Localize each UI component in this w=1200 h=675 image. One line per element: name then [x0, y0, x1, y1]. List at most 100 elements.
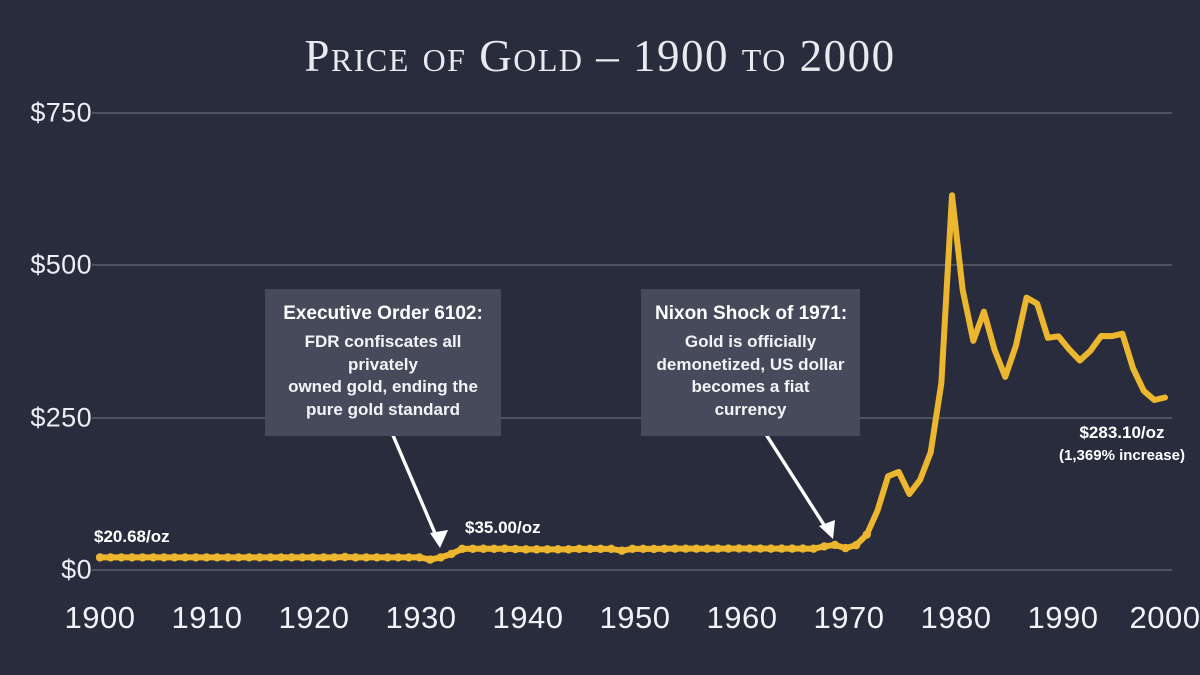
data-point-marker — [788, 544, 797, 553]
data-point-marker — [372, 553, 382, 562]
data-point-marker — [564, 545, 573, 554]
data-point-marker — [127, 553, 137, 562]
data-point-marker — [415, 553, 424, 562]
y-axis-tick-750: $750 — [30, 97, 92, 128]
data-point-marker — [287, 553, 296, 562]
callout-body-line: Gold is officially — [684, 332, 817, 352]
data-point-marker — [170, 553, 179, 562]
data-point-marker — [106, 553, 115, 562]
data-point-marker — [330, 553, 339, 562]
data-point-marker — [117, 553, 126, 562]
data-point-marker — [862, 530, 871, 539]
data-point-marker — [521, 545, 531, 554]
data-point-marker — [500, 544, 509, 553]
x-axis-tick-1960: 1960 — [706, 600, 778, 635]
data-point-marker — [244, 553, 254, 562]
data-point-marker — [702, 544, 712, 553]
data-point-marker — [181, 553, 190, 562]
gold-price-series — [95, 192, 1168, 564]
data-point-marker — [543, 545, 552, 554]
page-title: Price of Gold – 1900 to 2000 — [304, 31, 896, 81]
callout-nixon-shock-1971: Nixon Shock of 1971: Gold is officially … — [641, 289, 860, 436]
callout-body: Gold is officially demonetized, US dolla… — [655, 331, 846, 421]
data-point-marker — [756, 544, 765, 553]
callout-title: Executive Order 6102: — [283, 303, 483, 324]
data-point-marker — [138, 553, 147, 562]
callout-title: Nixon Shock of 1971: — [655, 303, 848, 324]
price-label-end: $283.10/oz (1,369% increase) — [1059, 423, 1185, 464]
y-axis-tick-250: $250 — [30, 402, 92, 433]
x-axis-tick-1980: 1980 — [920, 600, 992, 635]
data-point-marker — [532, 545, 541, 554]
data-point-marker — [692, 544, 701, 553]
data-point-marker — [511, 544, 520, 554]
data-point-marker — [724, 544, 733, 553]
data-point-marker — [745, 544, 754, 553]
data-point-marker — [713, 544, 722, 553]
data-point-marker — [575, 544, 584, 554]
data-point-marker — [607, 544, 616, 554]
data-point-marker — [340, 552, 350, 562]
data-point-marker — [447, 549, 456, 559]
data-point-marker — [553, 545, 563, 554]
data-point-marker — [638, 544, 648, 554]
gold-price-markers — [95, 530, 871, 564]
data-point-marker — [617, 546, 627, 555]
data-point-marker — [820, 542, 829, 551]
data-point-marker — [734, 544, 744, 553]
data-point-marker — [234, 553, 243, 562]
data-point-marker — [223, 553, 232, 562]
data-point-marker — [159, 553, 169, 562]
price-label-end-increase: (1,369% increase) — [1059, 447, 1185, 464]
data-point-marker — [266, 553, 275, 562]
data-point-marker — [798, 544, 808, 553]
x-axis-tick-1900: 1900 — [64, 600, 136, 635]
x-axis-tick-2000: 2000 — [1129, 600, 1200, 635]
y-axis-tick-0: $0 — [61, 554, 92, 585]
data-point-marker — [649, 544, 658, 554]
data-point-marker — [362, 553, 371, 562]
gridlines — [92, 112, 1172, 571]
data-point-marker — [468, 544, 477, 553]
price-label-end-value: $283.10/oz — [1079, 423, 1165, 442]
callout-body-line: FDR confiscates all privately — [304, 332, 462, 374]
price-label-bretton-woods: $35.00/oz — [465, 518, 541, 537]
callout-body-line: demonetized, US dollar — [656, 354, 845, 374]
callout-body-line: pure gold standard — [306, 400, 460, 420]
callout-body-line: owned gold, ending the — [288, 377, 478, 397]
data-point-marker — [479, 544, 488, 553]
data-point-marker — [830, 540, 840, 550]
data-point-marker — [383, 553, 392, 562]
data-point-marker — [436, 553, 445, 562]
x-axis-tick-1920: 1920 — [278, 600, 350, 635]
data-point-marker — [351, 553, 360, 562]
data-point-marker — [670, 544, 680, 553]
callout-body: FDR confiscates all privately owned gold… — [279, 331, 487, 421]
data-point-marker — [212, 553, 222, 562]
data-point-marker — [457, 544, 467, 554]
data-point-marker — [308, 553, 318, 562]
data-point-marker — [596, 544, 605, 554]
data-point-marker — [809, 544, 818, 553]
data-point-marker — [841, 543, 850, 553]
x-axis-tick-1940: 1940 — [492, 600, 564, 635]
data-point-marker — [319, 553, 328, 562]
data-point-marker — [628, 544, 637, 554]
data-point-marker — [276, 553, 286, 562]
data-point-marker — [681, 544, 690, 553]
x-axis-tick-1950: 1950 — [599, 600, 671, 635]
x-axis-tick-1990: 1990 — [1027, 600, 1099, 635]
data-point-marker — [404, 553, 414, 562]
data-point-marker — [660, 544, 669, 553]
data-point-marker — [851, 540, 861, 550]
data-point-marker — [766, 544, 776, 553]
x-axis-tick-1970: 1970 — [813, 600, 885, 635]
data-point-marker — [425, 555, 435, 564]
data-point-marker — [298, 553, 307, 562]
y-axis-tick-500: $500 — [30, 249, 92, 280]
data-point-marker — [777, 544, 786, 553]
data-point-marker — [394, 553, 403, 562]
data-point-marker — [191, 553, 201, 562]
